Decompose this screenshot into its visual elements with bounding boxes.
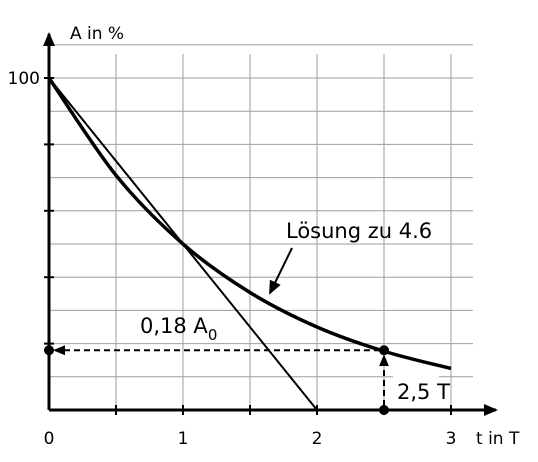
x-axis-point [379,405,389,415]
curve-point [379,345,389,356]
grid [49,44,473,410]
amount-label: 0,18 A0 [140,314,217,344]
amount-subscript: 0 [208,326,218,344]
x-tick-label: 0 [44,429,55,449]
linear-decay-line [48,77,318,411]
x-tick-label: 2 [312,429,323,449]
time-label-background [393,376,439,405]
solution-label: Lösung zu 4.6 [286,219,432,243]
labels: 0 1 2 3 100 t in T A in % [8,24,520,449]
annotations: Lösung zu 4.6 0,18 A0 2,5 T [44,219,450,415]
x-tick-label: 1 [178,429,189,449]
y-tick-label: 100 [8,69,40,89]
y-axis-point [44,345,54,356]
solution-arrow [269,247,293,295]
x-axis-label: t in T [476,429,520,449]
y-axis-label: A in % [70,24,124,44]
time-label: 2,5 T [397,380,450,404]
x-tick-label: 3 [446,429,457,449]
